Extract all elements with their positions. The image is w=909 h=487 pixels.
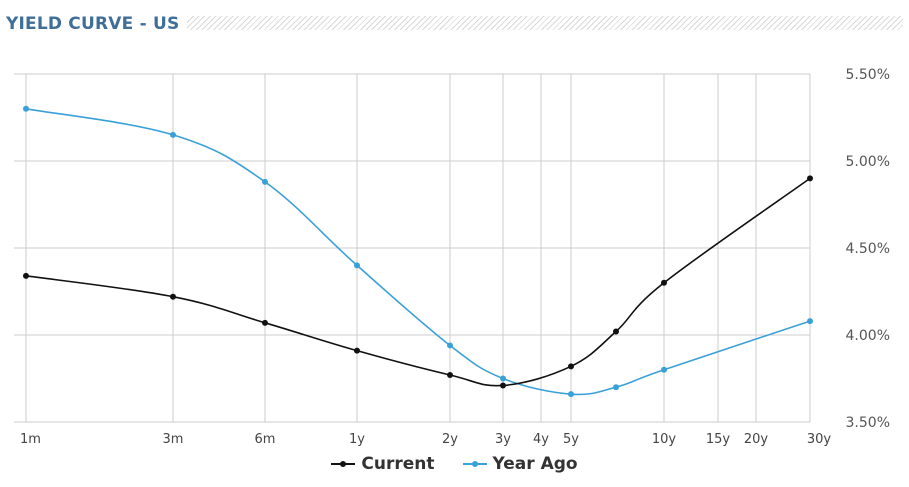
y-tick-label: 5.00% <box>846 154 890 170</box>
series-line-current <box>25 177 811 387</box>
data-point-year-ago <box>262 178 268 185</box>
x-tick-label: 6m <box>255 432 276 447</box>
data-point-year-ago <box>354 262 360 269</box>
y-tick-label: 5.50% <box>846 67 890 83</box>
x-tick-label: 1y <box>349 432 365 447</box>
x-tick-label: 3m <box>163 432 184 447</box>
data-point-current <box>661 279 667 286</box>
y-tick-label: 4.50% <box>846 241 890 257</box>
data-point-current <box>613 328 619 335</box>
series-line-year-ago <box>25 108 811 396</box>
data-point-year-ago <box>568 391 574 398</box>
data-point-current <box>23 272 29 279</box>
x-tick-label: 20y <box>744 432 769 447</box>
x-tick-label: 15y <box>706 432 731 447</box>
data-point-year-ago <box>613 384 619 391</box>
data-point-current <box>262 319 268 326</box>
data-point-year-ago <box>170 131 176 138</box>
x-tick-label: 5y <box>563 432 579 447</box>
legend-item-current[interactable]: Current <box>331 452 435 476</box>
chart-header: YIELD CURVE - US <box>0 10 909 38</box>
data-point-current <box>807 175 813 182</box>
data-point-year-ago <box>23 105 29 112</box>
title-hatch-decoration <box>187 16 903 30</box>
chart-legend: Current Year Ago <box>0 452 909 476</box>
data-point-year-ago <box>807 318 813 325</box>
data-point-current <box>447 372 453 379</box>
legend-item-year-ago[interactable]: Year Ago <box>462 452 578 476</box>
gridlines <box>14 73 811 423</box>
chart-title: YIELD CURVE - US <box>6 14 180 34</box>
legend-label: Year Ago <box>492 454 578 474</box>
data-point-year-ago <box>500 375 506 382</box>
data-point-current <box>500 382 506 389</box>
x-tick-label: 10y <box>652 432 677 447</box>
data-point-current <box>170 293 176 300</box>
x-tick-label: 3y <box>495 432 511 447</box>
x-tick-label: 1m <box>20 432 41 447</box>
legend-swatch-current <box>331 459 356 469</box>
y-tick-label: 4.00% <box>846 328 890 344</box>
data-point-year-ago <box>447 342 453 349</box>
data-point-current <box>354 347 360 354</box>
y-tick-label: 3.50% <box>846 415 890 431</box>
data-point-current <box>568 363 574 370</box>
legend-swatch-year-ago <box>462 459 487 469</box>
data-point-year-ago <box>661 366 667 373</box>
legend-label: Current <box>361 454 435 474</box>
x-tick-label: 2y <box>442 432 458 447</box>
x-tick-label: 30y <box>807 432 832 447</box>
x-tick-label: 4y <box>533 432 549 447</box>
